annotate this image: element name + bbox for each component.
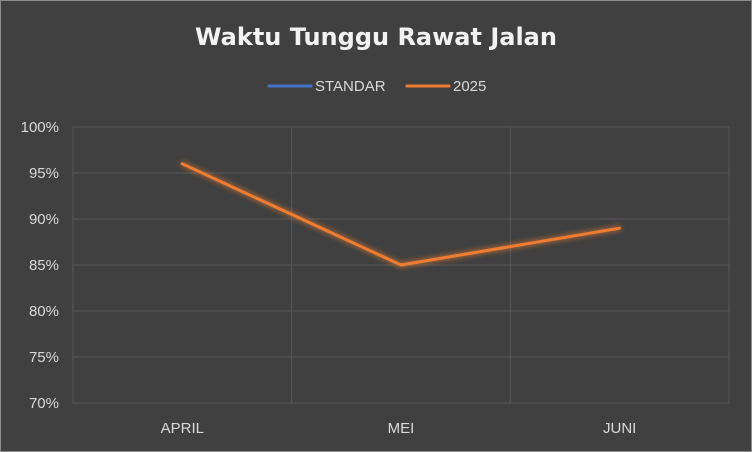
- y-tick-label: 90%: [29, 211, 59, 228]
- y-tick-label: 100%: [21, 119, 59, 136]
- y-tick-label: 95%: [29, 165, 59, 182]
- legend: STANDAR 2025: [267, 78, 486, 95]
- y-tick-label: 80%: [29, 303, 59, 320]
- x-tick-label: MEI: [388, 420, 415, 437]
- x-axis-ticks: APRIL MEI JUNI: [161, 420, 637, 437]
- y-tick-label: 85%: [29, 257, 59, 274]
- series-lines: [180, 162, 622, 313]
- x-tick-label: APRIL: [161, 420, 204, 437]
- y-tick-label: 75%: [29, 349, 59, 366]
- chart-title: Waktu Tunggu Rawat Jalan: [195, 23, 557, 51]
- series-line-2025: [180, 162, 622, 267]
- x-tick-label: JUNI: [603, 420, 636, 437]
- legend-label-standar: STANDAR: [315, 78, 386, 95]
- y-axis-ticks: 100% 95% 90% 85% 80% 75% 70%: [21, 119, 59, 412]
- legend-label-2025: 2025: [453, 78, 486, 95]
- y-tick-label: 70%: [29, 395, 59, 412]
